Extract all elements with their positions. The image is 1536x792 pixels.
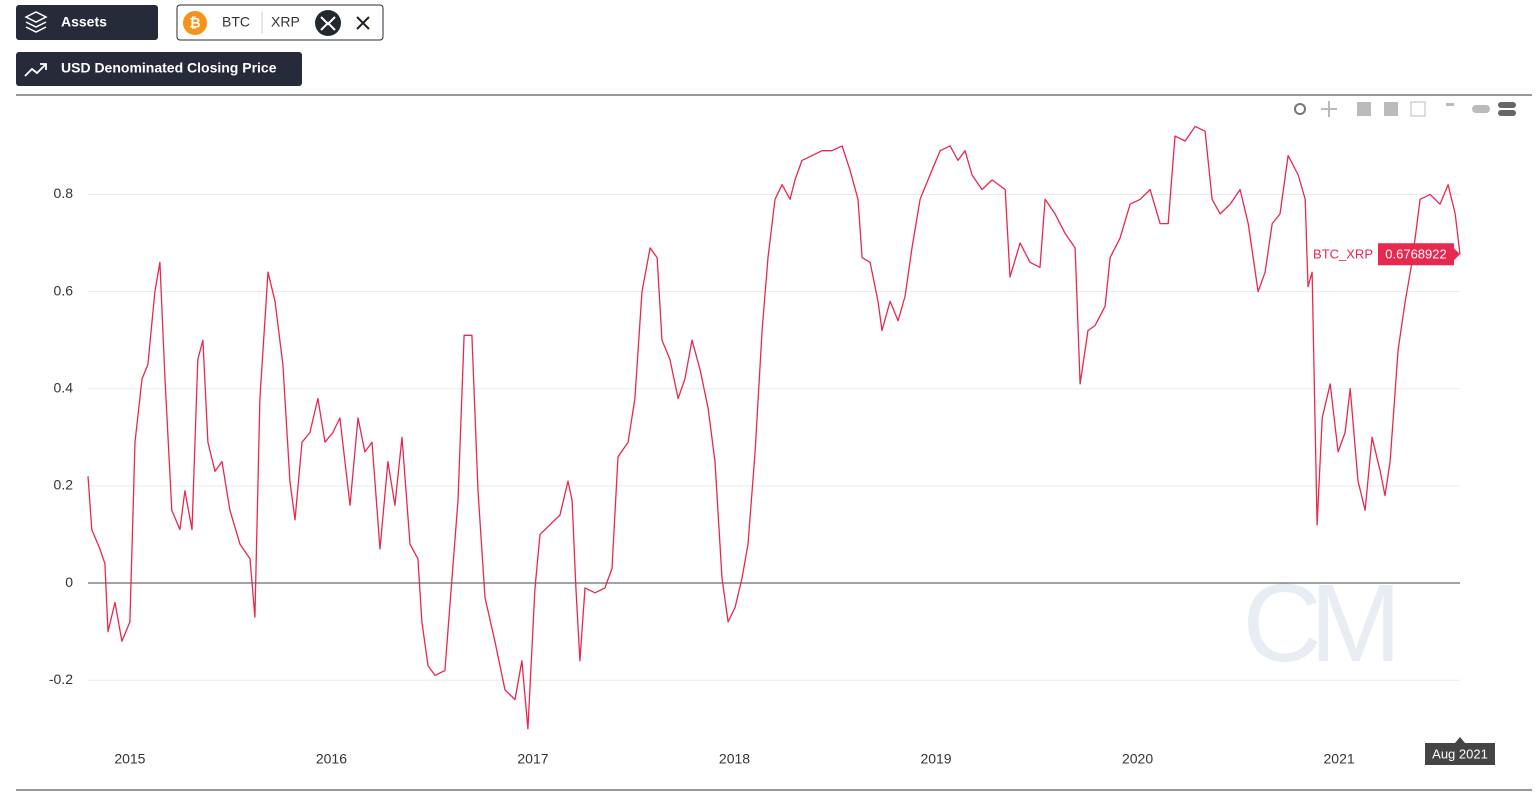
hover-value-box <box>1378 243 1454 266</box>
zoom-out-icon[interactable] <box>1384 102 1398 116</box>
y-tick-label: 0 <box>65 574 73 590</box>
x-tick-label: 2021 <box>1324 751 1355 767</box>
hover-value: 0.6768922 <box>1385 247 1446 262</box>
assets-button[interactable]: Assets <box>16 5 158 40</box>
button-label: Assets <box>61 14 107 30</box>
hover-compare-icon[interactable] <box>1498 102 1516 108</box>
hover-x-label: Aug 2021 <box>1432 746 1488 761</box>
metric-button[interactable]: USD Denominated Closing Price <box>16 52 302 86</box>
asset-label: BTC <box>222 14 250 30</box>
y-tick-label: 0.4 <box>54 379 74 395</box>
hover-pointer <box>1454 248 1460 261</box>
x-tick-label: 2018 <box>719 751 750 767</box>
x-tick-label: 2019 <box>920 751 951 767</box>
button-bg <box>16 5 158 40</box>
pan-icon[interactable] <box>1321 101 1337 117</box>
hover-x-box <box>1425 743 1495 765</box>
x-tick-label: 2016 <box>316 751 347 767</box>
x-tick-label: 2017 <box>517 751 548 767</box>
y-tick-label: 0.2 <box>54 477 74 493</box>
y-tick-label: 0.8 <box>54 185 74 201</box>
hover-compare-icon[interactable] <box>1498 110 1516 116</box>
autoscale-icon[interactable] <box>1410 101 1426 117</box>
asset-selector[interactable]: ₿ BTC XRP <box>176 4 384 41</box>
xrp-glyph <box>320 16 336 31</box>
btc-icon <box>183 11 207 35</box>
y-tick-label: 0.6 <box>54 282 74 298</box>
plot: -0.2 0 0.2 0.4 0.6 0.8 2015 2016 2017 2018 2019 202… <box>49 125 1495 767</box>
trend-icon <box>24 63 47 77</box>
asset-label: XRP <box>271 14 300 30</box>
zoom-icon[interactable] <box>1294 103 1306 115</box>
button-bg <box>16 52 302 86</box>
x-tick-label: 2015 <box>114 751 145 767</box>
watermark: CM <box>1242 562 1392 685</box>
remove-icon[interactable] <box>356 16 370 30</box>
x-tick-label: 2020 <box>1122 751 1153 767</box>
hover-x-pointer <box>1455 737 1465 743</box>
y-tick-label: -0.2 <box>49 671 73 687</box>
layers-icon <box>24 11 48 33</box>
series-line <box>87 125 1461 730</box>
button-label: USD Denominated Closing Price <box>61 60 277 76</box>
btc-glyph: ₿ <box>189 15 200 31</box>
chart-toolbar <box>1294 101 1516 117</box>
zoom-in-icon[interactable] <box>1357 102 1371 116</box>
spike-icon[interactable] <box>1446 103 1454 106</box>
hover-series-name: BTC_XRP <box>1313 247 1373 262</box>
hover-closest-icon[interactable] <box>1472 105 1490 113</box>
